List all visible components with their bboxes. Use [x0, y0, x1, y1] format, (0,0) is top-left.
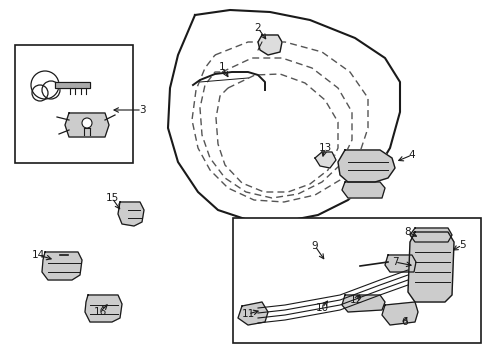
- Text: 13: 13: [318, 143, 331, 153]
- Text: 16: 16: [93, 307, 106, 317]
- Text: 11: 11: [241, 309, 254, 319]
- Polygon shape: [168, 10, 399, 222]
- Polygon shape: [65, 113, 109, 137]
- Polygon shape: [409, 228, 451, 242]
- Text: 5: 5: [458, 240, 465, 250]
- Polygon shape: [314, 152, 335, 168]
- Polygon shape: [341, 295, 384, 312]
- Polygon shape: [341, 182, 384, 198]
- Text: 6: 6: [401, 317, 407, 327]
- Polygon shape: [384, 255, 415, 272]
- Text: 15: 15: [105, 193, 119, 203]
- Polygon shape: [258, 35, 282, 55]
- Polygon shape: [238, 302, 267, 325]
- Circle shape: [82, 118, 92, 128]
- Polygon shape: [381, 302, 417, 325]
- Text: 10: 10: [315, 303, 328, 313]
- Text: 8: 8: [404, 227, 410, 237]
- Bar: [232, 218, 480, 343]
- Polygon shape: [42, 252, 82, 280]
- Polygon shape: [407, 232, 453, 302]
- Text: 12: 12: [348, 295, 362, 305]
- Bar: [15, 45, 133, 163]
- Text: 1: 1: [218, 62, 225, 72]
- Polygon shape: [55, 82, 90, 88]
- Text: 4: 4: [408, 150, 414, 160]
- Text: 2: 2: [254, 23, 261, 33]
- Text: 7: 7: [391, 257, 398, 267]
- Text: 14: 14: [31, 250, 44, 260]
- Polygon shape: [85, 295, 122, 322]
- Text: 3: 3: [139, 105, 145, 115]
- Text: 9: 9: [311, 241, 318, 251]
- Polygon shape: [337, 150, 394, 182]
- Polygon shape: [118, 202, 143, 226]
